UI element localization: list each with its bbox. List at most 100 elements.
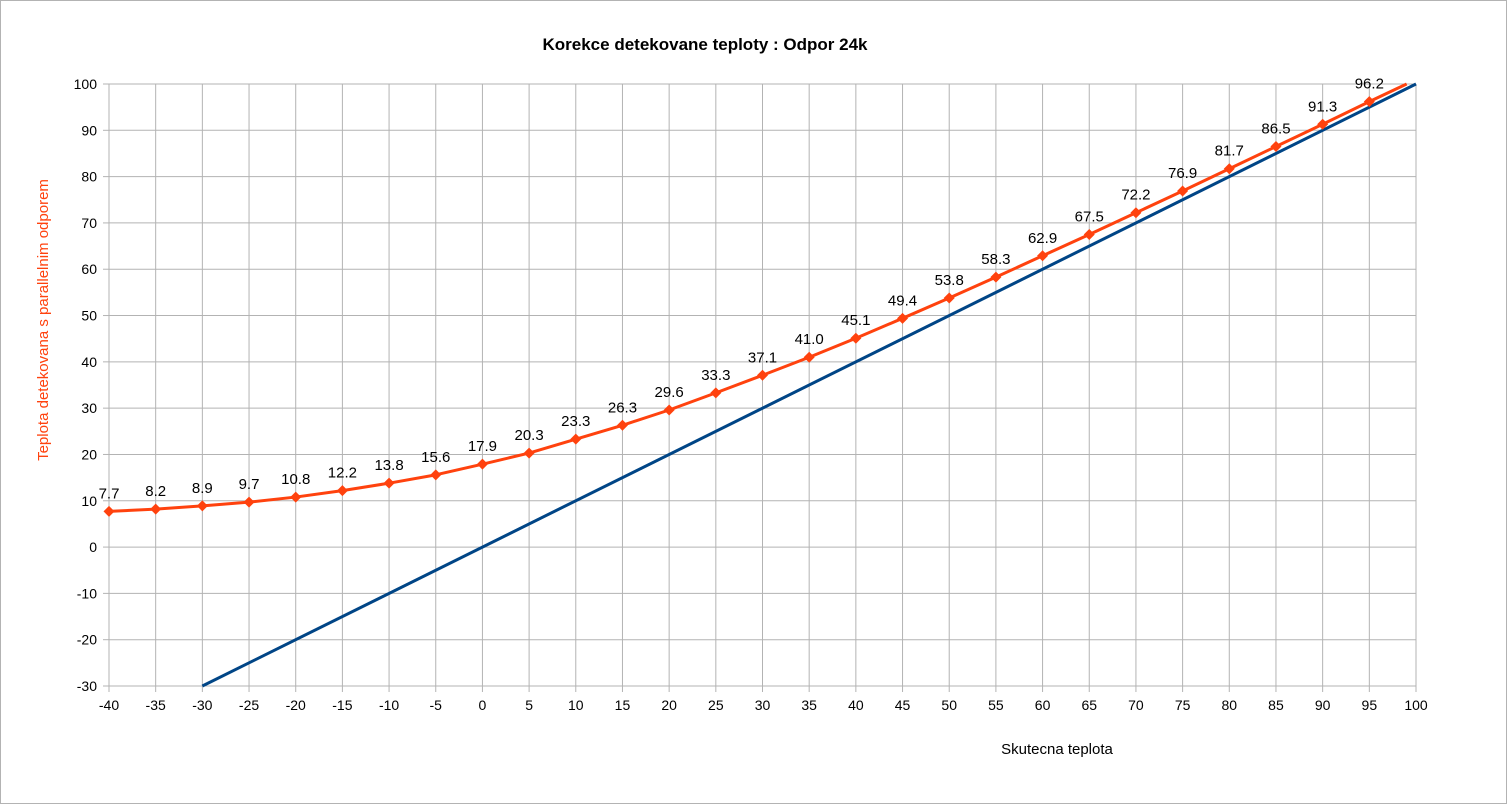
y-tick-label: -30 <box>77 678 97 694</box>
data-point <box>757 369 768 381</box>
x-tick-label: -5 <box>430 697 443 713</box>
data-label: 13.8 <box>374 457 403 474</box>
data-point <box>476 458 488 470</box>
data-label: 91.3 <box>1308 98 1337 115</box>
y-tick-label: -10 <box>77 585 97 601</box>
x-tick-label: 0 <box>479 697 487 713</box>
data-point <box>103 505 115 517</box>
data-point <box>616 419 628 431</box>
x-tick-label: 85 <box>1268 697 1284 713</box>
data-labels: 7.7 8.2 8.9 9.7 10.8 12.2 13.8 15.6 17.9 20.3 23.3… <box>99 76 1384 503</box>
x-tick-label: 25 <box>708 697 724 713</box>
data-point <box>570 433 582 445</box>
x-tick-label: 45 <box>895 697 911 713</box>
x-tick-label: 65 <box>1081 697 1097 713</box>
x-tick-label: 80 <box>1221 697 1237 713</box>
y-tick-label: 0 <box>89 539 97 555</box>
x-tick-label: -35 <box>146 697 166 713</box>
data-label: 20.3 <box>515 427 544 444</box>
x-tick-label: 95 <box>1362 697 1378 713</box>
data-label: 8.2 <box>145 483 166 500</box>
data-point <box>243 496 255 508</box>
data-point <box>943 292 955 304</box>
data-label: 17.9 <box>468 438 497 455</box>
x-tick-label: 100 <box>1404 697 1428 713</box>
x-tick-label: 50 <box>941 697 957 713</box>
data-point <box>150 503 162 515</box>
data-label: 53.8 <box>935 272 964 289</box>
grid <box>103 83 1417 692</box>
data-point <box>290 491 302 503</box>
data-label: 81.7 <box>1215 143 1244 160</box>
x-tick-label: 55 <box>988 697 1004 713</box>
data-point <box>803 351 815 363</box>
data-point <box>897 312 909 324</box>
data-label: 58.3 <box>981 251 1010 268</box>
data-label: 8.9 <box>192 480 213 497</box>
data-label: 33.3 <box>701 367 730 384</box>
data-point <box>1317 118 1329 130</box>
data-label: 72.2 <box>1121 187 1150 204</box>
y-tick-label: 90 <box>81 122 97 138</box>
data-label: 23.3 <box>561 413 590 430</box>
data-point <box>1130 207 1142 219</box>
data-label: 76.9 <box>1168 165 1197 182</box>
series-layer <box>103 82 1417 688</box>
x-tick-label: 5 <box>525 697 533 713</box>
x-tick-label: -40 <box>99 697 119 713</box>
x-tick-label: 60 <box>1035 697 1051 713</box>
data-label: 37.1 <box>748 349 777 366</box>
data-label: 7.7 <box>99 485 120 502</box>
y-tick-label: 30 <box>81 400 97 416</box>
x-tick-label: -10 <box>379 697 399 713</box>
data-label: 9.7 <box>239 476 260 493</box>
data-label: 15.6 <box>421 449 450 466</box>
data-label: 96.2 <box>1355 76 1384 93</box>
x-tick-label: 30 <box>755 697 771 713</box>
data-label: 10.8 <box>281 471 310 488</box>
x-tick-label: 70 <box>1128 697 1144 713</box>
x-tick-label: 10 <box>568 697 584 713</box>
data-point <box>430 469 442 481</box>
x-axis-label: Skutecna teplota <box>1001 741 1113 758</box>
data-point <box>196 500 208 512</box>
data-point <box>1363 96 1375 108</box>
x-tick-label: 75 <box>1175 697 1191 713</box>
data-label: 12.2 <box>328 465 357 482</box>
data-point <box>990 271 1002 283</box>
y-tick-label: 80 <box>81 169 97 185</box>
data-point <box>1270 141 1282 153</box>
y-tick-label: 60 <box>81 261 97 277</box>
x-tick-label: 40 <box>848 697 864 713</box>
data-point <box>850 332 862 344</box>
data-point <box>1177 185 1189 197</box>
x-tick-label: 20 <box>661 697 677 713</box>
data-point <box>523 447 535 459</box>
x-tick-label: -25 <box>239 697 259 713</box>
data-point <box>663 404 675 416</box>
x-tick-label: -30 <box>192 697 212 713</box>
data-point <box>1223 163 1235 175</box>
data-label: 86.5 <box>1261 121 1290 138</box>
data-label: 45.1 <box>841 312 870 329</box>
data-label: 41.0 <box>795 331 824 348</box>
series-line <box>201 82 1417 688</box>
x-tick-label: -15 <box>332 697 352 713</box>
data-point <box>336 485 348 497</box>
data-label: 62.9 <box>1028 230 1057 247</box>
chart-title: Korekce detekovane teploty : Odpor 24k <box>543 35 869 54</box>
x-tick-label: 90 <box>1315 697 1331 713</box>
data-label: 49.4 <box>888 292 917 309</box>
data-label: 29.6 <box>655 384 684 401</box>
y-tick-label: 10 <box>81 493 97 509</box>
data-point <box>1037 250 1049 262</box>
y-tick-label: 50 <box>81 308 97 324</box>
data-label: 26.3 <box>608 399 637 416</box>
x-tick-label: 35 <box>801 697 817 713</box>
x-tick-label: 15 <box>615 697 631 713</box>
y-tick-label: 70 <box>81 215 97 231</box>
data-label: 67.5 <box>1075 209 1104 226</box>
